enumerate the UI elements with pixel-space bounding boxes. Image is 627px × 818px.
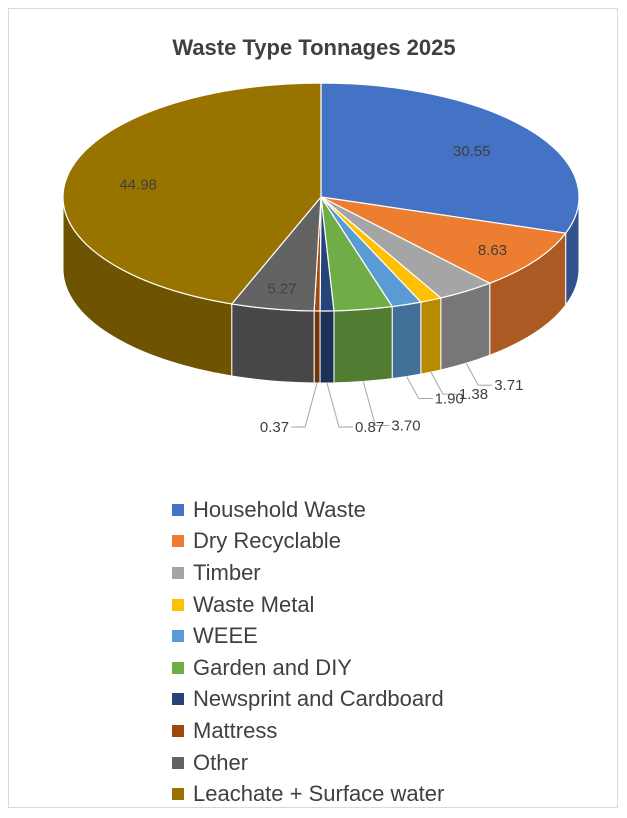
legend-label: Waste Metal <box>193 591 315 617</box>
legend-item-waste-metal: Waste Metal <box>172 589 444 621</box>
leader-line-mattress <box>291 382 318 428</box>
pie-side-mattress <box>313 310 321 384</box>
legend-item-household-waste: Household Waste <box>172 494 444 526</box>
data-label-newsprint-and-cardboard: 0.87 <box>355 419 384 436</box>
leader-line-weee <box>406 376 433 400</box>
legend-label: Household Waste <box>193 496 366 522</box>
leader-line-waste-metal <box>430 371 457 395</box>
pie-slices <box>62 82 580 312</box>
data-label-other: 5.27 <box>267 281 296 298</box>
legend-swatch <box>172 724 184 737</box>
legend-swatch <box>172 756 184 769</box>
legend-item-weee: WEEE <box>172 620 444 652</box>
legend-swatch <box>172 503 184 516</box>
leader-line-timber <box>465 362 493 386</box>
data-label-garden-and-diy: 3.70 <box>391 417 420 434</box>
legend-item-other: Other <box>172 747 444 779</box>
data-label-waste-metal: 1.38 <box>459 386 488 403</box>
data-label-household-waste: 30.55 <box>453 143 491 160</box>
pie-side-other <box>231 303 315 384</box>
chart-frame: Waste Type Tonnages 2025 30.55 8.63 3.71 1.… <box>8 8 618 808</box>
data-label-dry-recyclable: 8.63 <box>478 242 507 259</box>
legend-swatch <box>172 535 184 548</box>
legend-label: WEEE <box>193 623 258 649</box>
legend-swatch <box>172 566 184 579</box>
data-label-weee: 1.90 <box>435 391 464 408</box>
legend-label: Timber <box>193 559 261 585</box>
data-label-leachate-surface-water: 44.98 <box>119 177 157 194</box>
legend-label: Mattress <box>193 717 278 743</box>
leader-line-garden-and-diy <box>362 381 390 426</box>
legend-label: Dry Recyclable <box>193 528 341 554</box>
pie-sides <box>62 196 580 384</box>
legend-label: Leachate + Surface water <box>193 781 445 807</box>
legend-item-dry-recyclable: Dry Recyclable <box>172 526 444 558</box>
legend-item-mattress: Mattress <box>172 715 444 747</box>
legend-swatch <box>172 598 184 611</box>
legend-label: Garden and DIY <box>193 654 352 680</box>
legend-label: Other <box>193 749 249 775</box>
legend-swatch <box>172 661 184 674</box>
data-labels: 30.55 8.63 3.71 1.381.90 3.70 0.87 0.37 5.27 44.… <box>119 143 523 436</box>
chart-title: Waste Type Tonnages 2025 <box>172 35 456 60</box>
pie-side-garden-and-diy <box>333 306 393 384</box>
data-label-timber: 3.71 <box>494 377 523 394</box>
pie-slice-leachate-surface-water <box>62 82 322 305</box>
legend-swatch <box>172 693 184 706</box>
pie-side-newsprint-and-cardboard <box>319 310 335 384</box>
legend-item-timber: Timber <box>172 557 444 589</box>
legend-swatch <box>172 630 184 643</box>
legend-item-leachate-surface-water: Leachate + Surface water <box>172 778 444 810</box>
leader-line-newsprint-and-cardboard <box>326 382 353 428</box>
legend-swatch <box>172 788 184 801</box>
data-label-mattress: 0.37 <box>260 419 289 436</box>
legend: Household Waste Dry Recyclable Timber Waste… <box>172 494 444 810</box>
pie-chart: 30.55 8.63 3.71 1.381.90 3.70 0.87 0.37 5.27 44.… <box>62 82 580 436</box>
legend-item-newsprint-and-cardboard: Newsprint and Cardboard <box>172 684 444 716</box>
pie-slice-household-waste <box>320 82 580 234</box>
pie-side-weee <box>391 301 422 380</box>
pie-side-waste-metal <box>420 297 442 375</box>
pie-slice-dry-recyclable <box>320 196 567 284</box>
legend-item-garden-and-diy: Garden and DIY <box>172 652 444 684</box>
legend-label: Newsprint and Cardboard <box>193 686 444 712</box>
